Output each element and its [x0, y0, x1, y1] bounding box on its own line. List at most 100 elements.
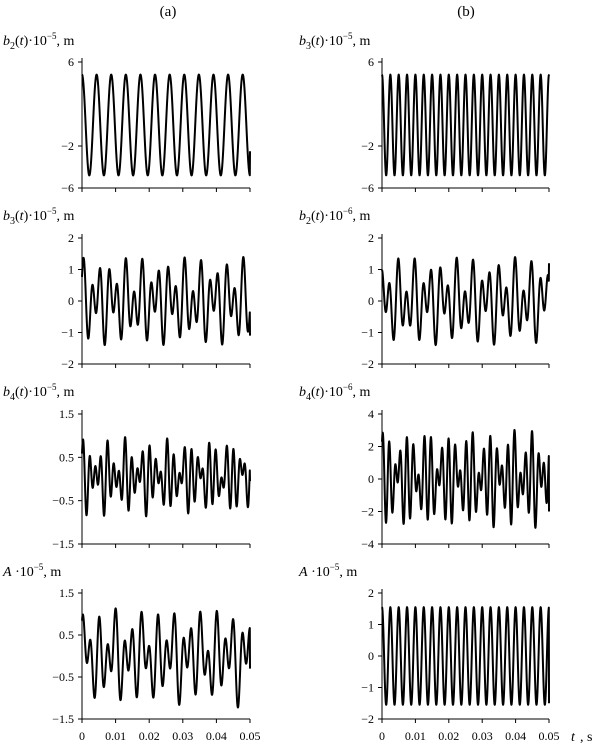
y-tick-label-b4: −1	[361, 681, 374, 695]
y-tick-label-b1: −2	[361, 139, 374, 153]
panel-b4: A ·10−5, m 2 1 0 −1 −2	[298, 562, 550, 726]
y-tick-label-b3: 2	[368, 440, 374, 454]
series-line-b1	[381, 73, 550, 177]
y-label-multiplier: ·10	[308, 565, 330, 580]
x-tick-label-b: 0.05	[539, 729, 560, 743]
x-tick-label-a: 0.05	[240, 729, 261, 743]
x-tick-label-a: 0.02	[139, 729, 160, 743]
y-tick-label-b2: 0	[368, 294, 374, 308]
column-label-a: (a)	[160, 4, 177, 20]
y-label-arg: (t)	[311, 34, 325, 49]
y-tick-label-a3: 1.5	[59, 407, 74, 421]
y-label-arg: (t)	[311, 385, 325, 400]
y-tick-label-a4: 0.5	[59, 628, 74, 642]
panel-a4: A ·10−5, m 1.5 0.5 −0.5 −1.5	[2, 562, 251, 726]
y-label-var: b	[299, 385, 306, 400]
y-tick-label-b3: 0	[368, 472, 374, 486]
y-label-exponent: −5	[47, 382, 57, 392]
y-tick-label-a2: 0	[68, 294, 74, 308]
y-tick-label-b2: 2	[368, 231, 374, 245]
y-tick-label-b1: 6	[368, 55, 374, 69]
y-tick-label-a2: 2	[68, 231, 74, 245]
series-line-a1	[81, 73, 251, 177]
y-tick-label-b4: 2	[368, 586, 374, 600]
y-label-unit: , m	[352, 209, 370, 224]
x-tick-label-b: 0.03	[472, 729, 493, 743]
panel-a1: b2(t)·10−5, m 6 −2 −6	[3, 31, 251, 195]
x-tick-label-b: 0	[379, 729, 385, 743]
y-label-unit: , m	[43, 565, 61, 580]
y-tick-label-b3: −2	[361, 505, 374, 519]
y-tick-label-b4: −2	[361, 712, 374, 726]
y-label-multiplier: ·10	[12, 565, 34, 580]
y-label-unit: , m	[56, 34, 74, 49]
y-axis-label-a1: b2(t)·10−5, m	[3, 31, 74, 52]
y-label-multiplier: ·10	[324, 34, 343, 49]
y-axis-label-b3: b4(t)·10−6, m	[299, 382, 370, 403]
y-label-var: A	[2, 565, 12, 580]
y-label-multiplier: ·10	[28, 34, 47, 49]
y-tick-label-a1: −2	[61, 139, 74, 153]
panel-a2: b3(t)·10−5, m 2 1 0 −1 −2	[3, 206, 251, 371]
y-label-exponent: −5	[343, 31, 353, 41]
y-label-exponent: −5	[34, 562, 44, 572]
y-tick-label-a2: −2	[61, 357, 74, 371]
y-label-multiplier: ·10	[28, 385, 47, 400]
y-tick-label-b4: 1	[368, 618, 374, 632]
y-label-arg: (t)	[311, 209, 325, 224]
y-tick-label-a3: −0.5	[52, 494, 74, 508]
y-label-unit: , m	[339, 565, 357, 580]
panel-a3: b4(t)·10−5, m 1.5 0.5 −0.5 −1.5	[3, 382, 251, 551]
y-label-multiplier: ·10	[324, 209, 343, 224]
y-label-var: b	[299, 209, 306, 224]
y-tick-label-a4: −0.5	[52, 670, 74, 684]
column-label-b: (b)	[457, 4, 475, 20]
x-tick-label-b: 0.04	[505, 729, 526, 743]
y-tick-label-a1: −6	[61, 181, 74, 195]
y-tick-label-a4: −1.5	[52, 712, 74, 726]
y-label-exponent: −5	[330, 562, 340, 572]
y-label-var: b	[299, 34, 306, 49]
y-axis-label-a3: b4(t)·10−5, m	[3, 382, 74, 403]
y-tick-label-b3: 4	[368, 407, 374, 421]
y-label-var: b	[3, 209, 10, 224]
y-label-exponent: −6	[343, 206, 353, 216]
y-label-var: b	[3, 34, 10, 49]
x-axis-labels-group: 0 0.01 0.02 0.03 0.04 0.05 0 0.01 0.02 0.03 0.04 0.…	[79, 729, 560, 743]
panels-group: b2(t)·10−5, m6−2−6b3(t)·10−5, m6−2−6b3(t…	[2, 31, 550, 726]
y-tick-label-a1: 6	[68, 55, 74, 69]
x-tick-label-a: 0.04	[206, 729, 227, 743]
x-tick-label-b: 0.02	[438, 729, 459, 743]
y-axis-label-a2: b3(t)·10−5, m	[3, 206, 74, 227]
series-line-b4	[381, 606, 550, 706]
y-tick-label-a2: 1	[68, 263, 74, 277]
series-line-a4	[81, 607, 251, 709]
y-tick-label-b4: 0	[368, 649, 374, 663]
y-label-subscript: 3	[306, 41, 311, 52]
x-tick-label-a: 0.01	[105, 729, 126, 743]
y-label-subscript: 4	[306, 392, 311, 403]
y-label-arg: (t)	[15, 209, 29, 224]
series-line-b3	[381, 428, 550, 529]
y-tick-label-b2: −2	[361, 357, 374, 371]
y-tick-label-b2: −1	[361, 326, 374, 340]
y-label-subscript: 4	[10, 392, 15, 403]
y-label-arg: (t)	[15, 34, 29, 49]
y-label-subscript: 3	[10, 216, 15, 227]
y-label-exponent: −5	[47, 206, 57, 216]
y-label-subscript: 2	[10, 41, 15, 52]
y-label-var: b	[3, 385, 10, 400]
y-label-subscript: 2	[306, 216, 311, 227]
y-tick-label-b2: 1	[368, 263, 374, 277]
y-label-multiplier: ·10	[28, 209, 47, 224]
x-axis-unit: , s	[580, 730, 592, 744]
panel-b1: b3(t)·10−5, m 6 −2 −6	[299, 31, 550, 195]
y-label-unit: , m	[56, 385, 74, 400]
y-label-unit: , m	[352, 34, 370, 49]
y-label-unit: , m	[352, 385, 370, 400]
series-line-a2	[81, 256, 251, 347]
y-axis-label-b1: b3(t)·10−5, m	[299, 31, 370, 52]
